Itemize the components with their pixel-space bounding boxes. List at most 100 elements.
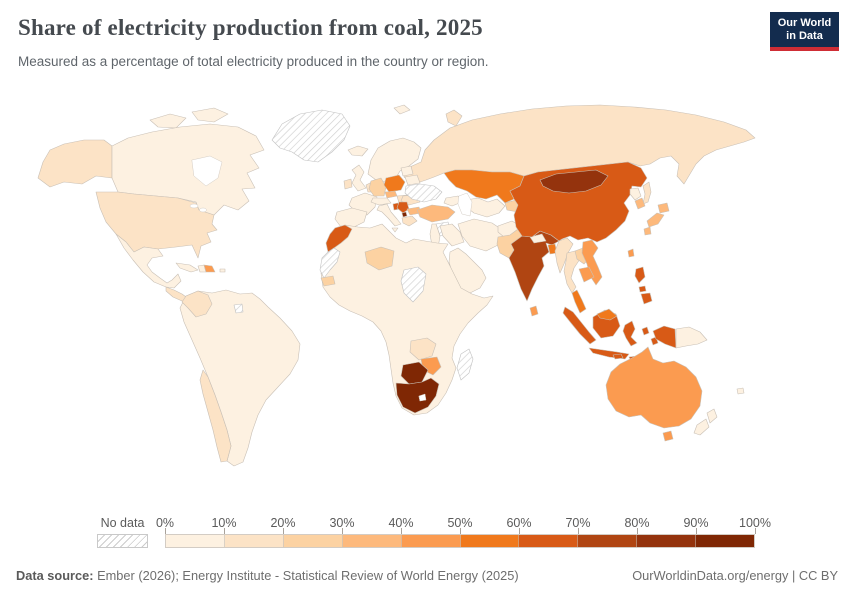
legend-bin[interactable] — [696, 535, 755, 547]
indonesia-lesser-sunda[interactable] — [612, 353, 624, 360]
legend-tick-mark — [637, 528, 638, 534]
country-japan-honshu[interactable] — [646, 212, 665, 228]
country-germany[interactable] — [368, 177, 387, 197]
country-senegal[interactable] — [320, 275, 336, 287]
legend-bin[interactable] — [519, 535, 579, 547]
legend-bin[interactable] — [578, 535, 638, 547]
country-north-korea[interactable] — [629, 187, 642, 201]
indonesia-sumatra[interactable] — [562, 306, 597, 345]
country-iran[interactable] — [457, 218, 505, 252]
country-dominican-republic[interactable] — [203, 264, 216, 273]
country-czechia[interactable] — [384, 190, 398, 199]
country-colombia[interactable] — [181, 290, 213, 318]
country-united-kingdom[interactable] — [351, 164, 367, 192]
country-mexico[interactable] — [115, 233, 182, 289]
indonesia-moluccas[interactable] — [641, 326, 650, 336]
indonesia-sulawesi[interactable] — [622, 320, 638, 347]
country-french-guiana[interactable] — [233, 303, 244, 314]
data-source-label: Data source: — [16, 568, 94, 583]
country-arctic-islands[interactable] — [191, 107, 229, 123]
country-kosovo[interactable] — [401, 211, 408, 218]
legend-bin[interactable] — [460, 535, 520, 547]
legend-tick-label: 100% — [739, 516, 771, 530]
country-malaysia-borneo[interactable] — [596, 308, 618, 321]
country-cambodia[interactable] — [578, 266, 595, 283]
legend-tick-mark — [342, 528, 343, 534]
country-belarus[interactable] — [404, 174, 421, 186]
legend-bin[interactable] — [224, 535, 284, 547]
new-caledonia[interactable] — [736, 387, 745, 395]
legend-bin[interactable] — [166, 535, 225, 547]
country-philippines-luzon[interactable] — [634, 266, 646, 284]
region-iberia[interactable] — [334, 207, 368, 229]
country-italy[interactable] — [376, 203, 402, 227]
legend-bin[interactable] — [342, 535, 402, 547]
region-central-asia[interactable] — [465, 197, 506, 218]
legend-bin[interactable] — [283, 535, 343, 547]
country-taiwan[interactable] — [627, 248, 635, 258]
country-australia[interactable] — [605, 346, 703, 429]
country-sakhalin[interactable] — [642, 181, 652, 205]
country-greece[interactable] — [401, 215, 418, 227]
country-madagascar[interactable] — [456, 348, 474, 381]
country-malaysia-peninsula[interactable] — [571, 289, 587, 314]
legend-tick-mark — [165, 528, 166, 534]
country-poland[interactable] — [383, 174, 406, 193]
legend-bin[interactable] — [401, 535, 461, 547]
country-italy-sicily[interactable] — [391, 227, 399, 233]
country-niger[interactable] — [364, 246, 395, 271]
world-map — [0, 100, 850, 500]
footer-separator: | — [788, 568, 799, 583]
country-arctic-islands[interactable] — [149, 113, 187, 129]
country-nepal[interactable] — [529, 233, 547, 244]
country-ireland[interactable] — [343, 178, 353, 190]
country-iraq[interactable] — [439, 223, 465, 247]
country-south-africa[interactable] — [395, 377, 440, 414]
owid-logo[interactable]: Our World in Data — [770, 12, 839, 51]
country-morocco[interactable] — [325, 224, 353, 253]
region-caucasus[interactable] — [443, 195, 463, 207]
great-lakes — [189, 203, 199, 209]
legend-tick-mark — [224, 528, 225, 534]
country-vietnam[interactable] — [581, 239, 603, 286]
country-puerto-rico[interactable] — [219, 268, 226, 273]
country-austria[interactable] — [370, 197, 392, 206]
legend-bin[interactable] — [637, 535, 697, 547]
country-ukraine[interactable] — [404, 183, 443, 203]
data-source-text: Ember (2026); Energy Institute - Statist… — [93, 568, 519, 583]
country-south-korea[interactable] — [634, 197, 646, 210]
country-chile[interactable] — [199, 369, 232, 463]
country-cuba[interactable] — [175, 262, 199, 273]
country-iceland[interactable] — [347, 145, 369, 157]
legend-tick-label: 70% — [565, 516, 591, 530]
region-africa[interactable] — [320, 223, 494, 416]
country-new-zealand-south[interactable] — [693, 418, 710, 436]
page-title: Share of electricity production from coa… — [18, 15, 483, 40]
region-chad-sudan[interactable] — [400, 266, 427, 303]
country-greenland[interactable] — [271, 109, 351, 163]
svalbard[interactable] — [393, 104, 411, 115]
country-new-zealand-north[interactable] — [706, 408, 718, 424]
country-turkey[interactable] — [416, 204, 456, 223]
country-sri-lanka[interactable] — [529, 305, 539, 317]
country-zambia[interactable] — [409, 337, 437, 361]
region-wsahara-mauritania[interactable] — [319, 247, 341, 279]
country-japan-hokkaido[interactable] — [657, 202, 670, 214]
country-alaska[interactable] — [37, 139, 113, 188]
country-mongolia[interactable] — [539, 169, 609, 194]
legend-tick-label: 50% — [447, 516, 473, 530]
country-myanmar[interactable] — [554, 237, 574, 274]
country-philippines-mindanao[interactable] — [640, 292, 653, 305]
region-baltics[interactable] — [400, 165, 414, 177]
caspian-sea — [457, 192, 473, 217]
novaya-zemlya[interactable] — [445, 109, 463, 127]
owid-url-link[interactable]: OurWorldinData.org/energy — [632, 568, 789, 583]
country-papua-new-guinea[interactable] — [675, 326, 708, 349]
legend-no-data-swatch[interactable] — [97, 534, 148, 548]
country-serbia[interactable] — [396, 201, 410, 214]
country-japan-kyushu[interactable] — [643, 226, 652, 236]
indonesia-west-papua[interactable] — [652, 325, 677, 349]
australia-tasmania[interactable] — [662, 430, 674, 442]
country-philippines-visayas[interactable] — [638, 285, 647, 293]
country-russia[interactable] — [403, 104, 756, 185]
